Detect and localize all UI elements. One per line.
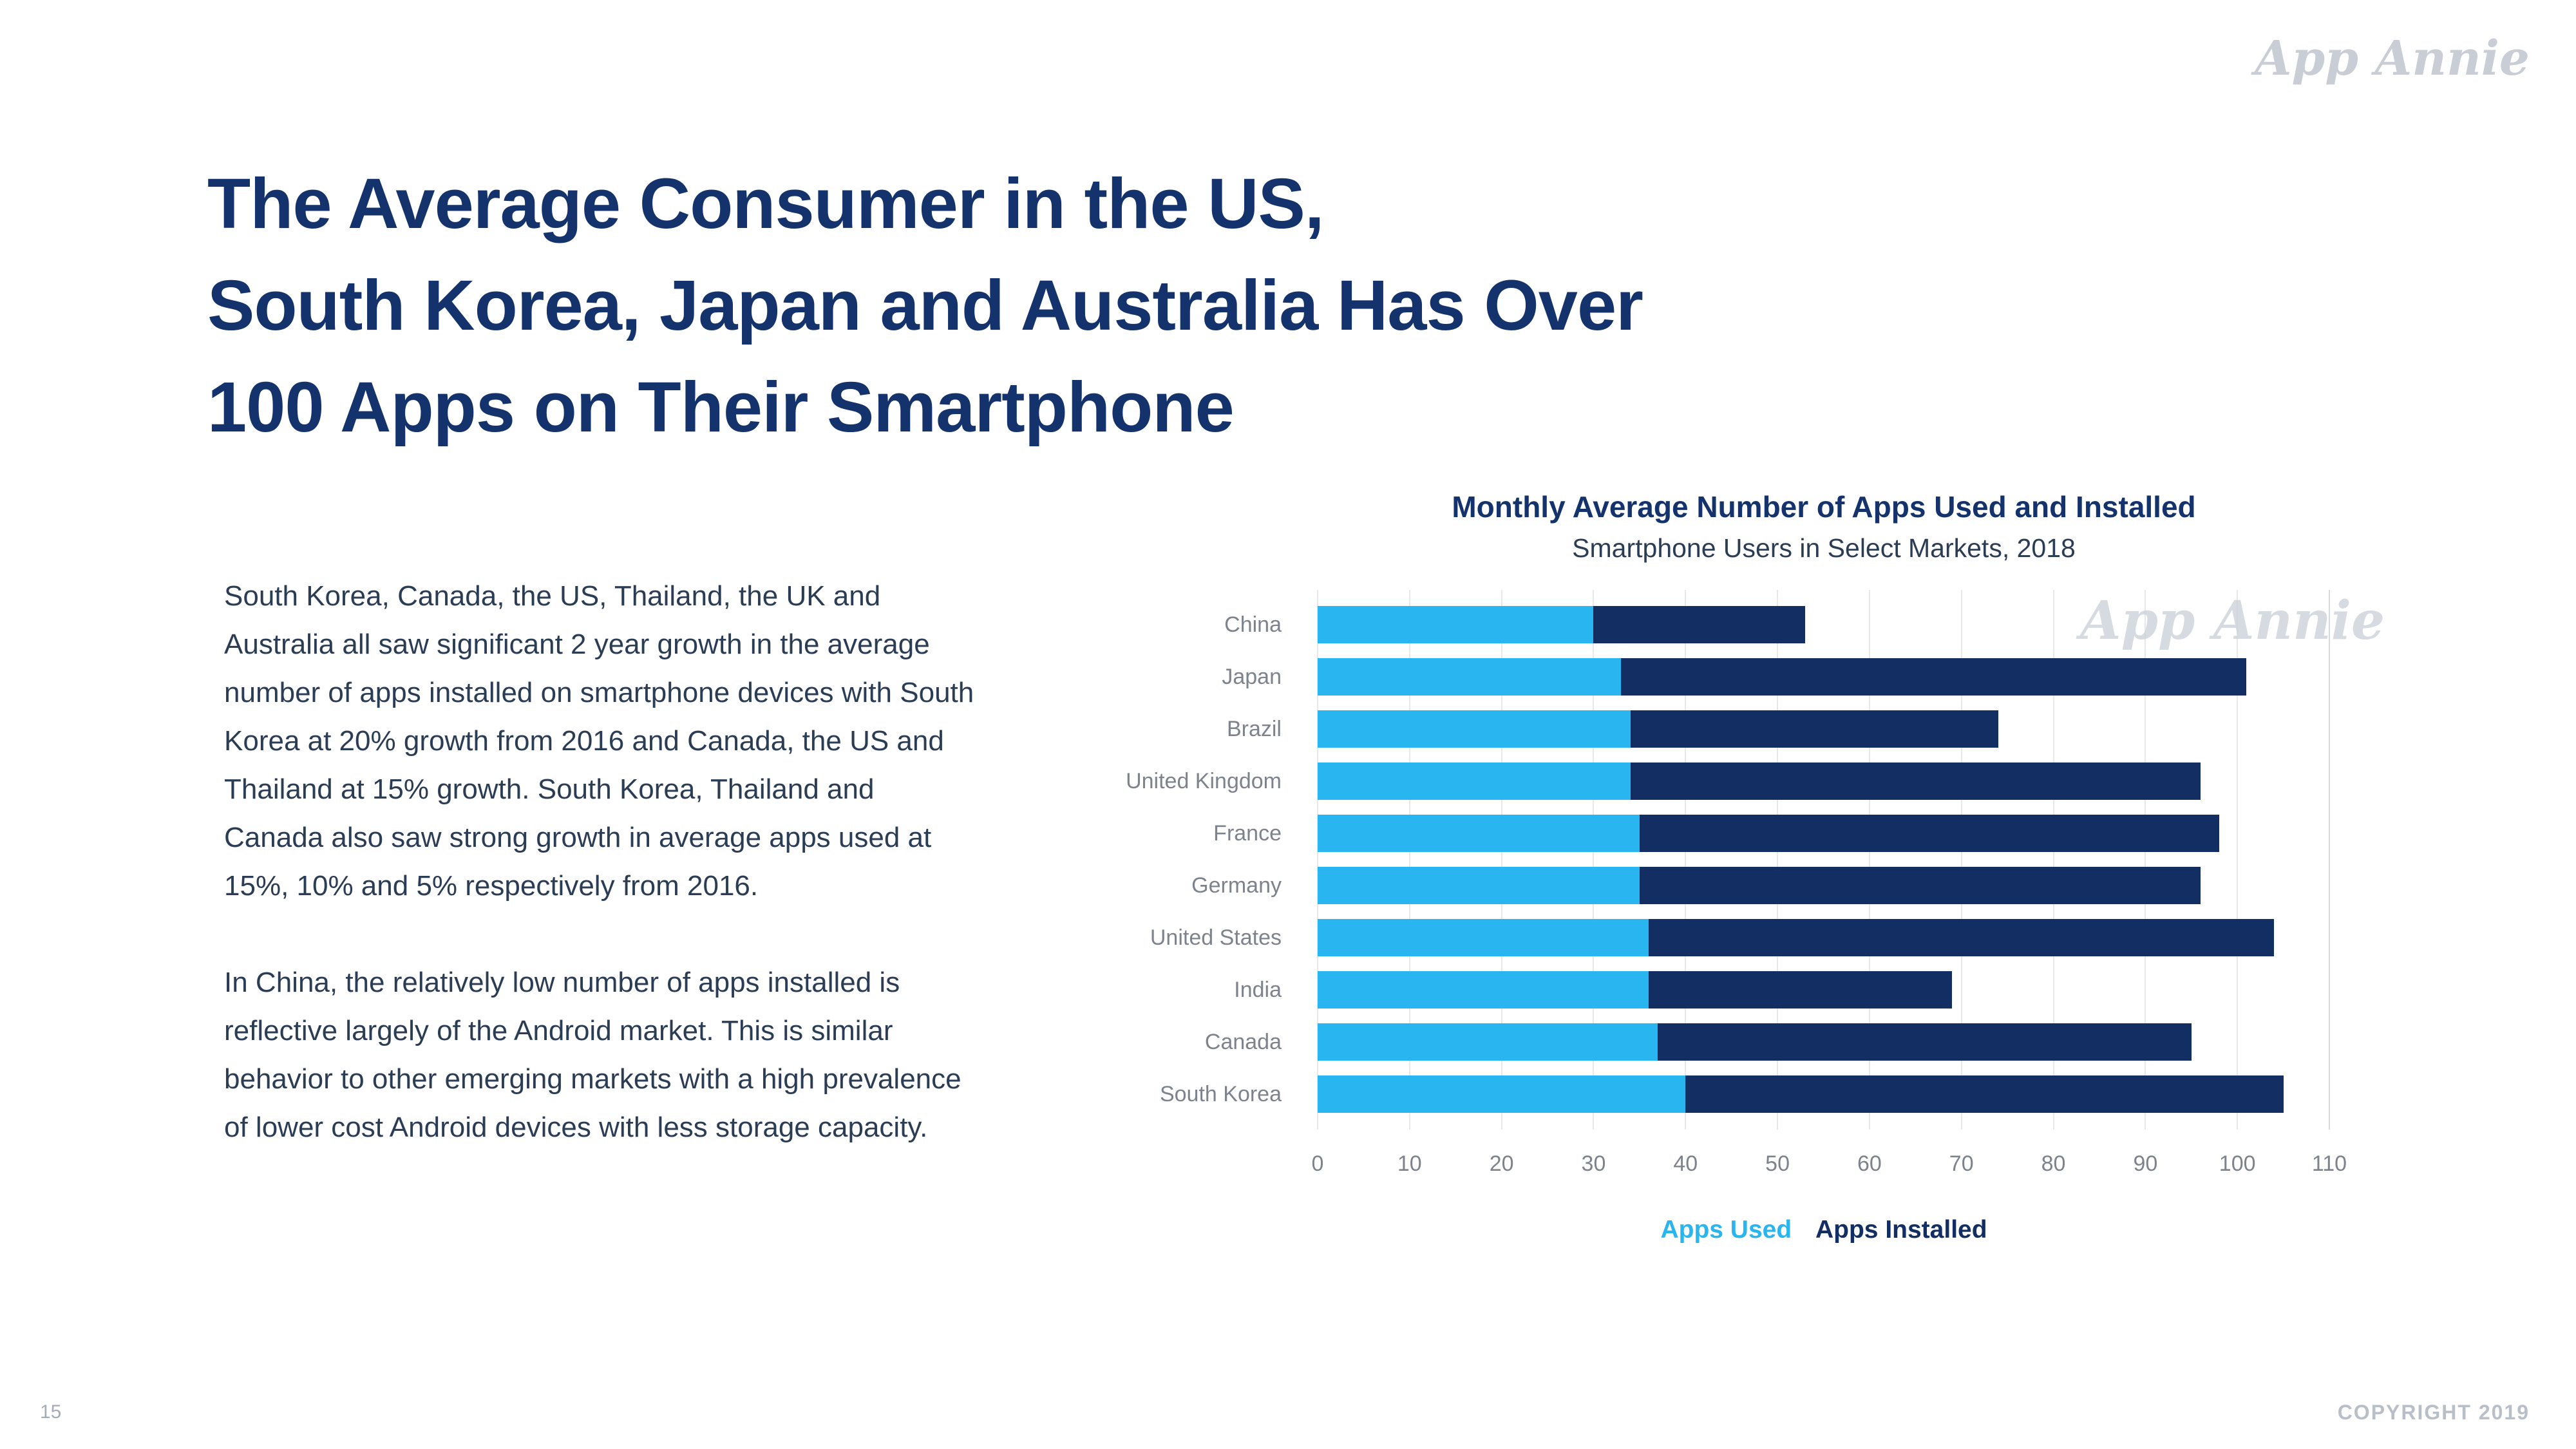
x-tick-label: 50 [1765, 1151, 1790, 1176]
chart-legend: Apps Used Apps Installed [1373, 1216, 2275, 1244]
bar-apps-used [1318, 710, 1631, 748]
bar-apps-used [1318, 658, 1622, 696]
page-title-line-2: South Korea, Japan and Australia Has Ove… [207, 266, 1643, 345]
x-tick-label: 60 [1857, 1151, 1882, 1176]
category-label: India [1234, 978, 1282, 1002]
x-tick-label: 70 [1949, 1151, 1974, 1176]
x-tick-label: 0 [1311, 1151, 1324, 1176]
bar-apps-used [1318, 606, 1594, 643]
body-paragraph-2: In China, the relatively low number of a… [224, 967, 961, 1143]
copyright-text: COPYRIGHT 2019 [2337, 1401, 2530, 1424]
bar-apps-used [1318, 1075, 1686, 1113]
category-label: South Korea [1159, 1082, 1282, 1106]
x-tick-label: 80 [2041, 1151, 2066, 1176]
plot-area [1317, 590, 2330, 1130]
x-tick-label: 100 [2219, 1151, 2256, 1176]
legend-item-apps-used: Apps Used [1660, 1216, 1792, 1244]
category-label: Germany [1191, 873, 1282, 898]
category-label: France [1213, 821, 1282, 846]
bar-apps-used [1318, 867, 1640, 904]
x-tick-label: 30 [1581, 1151, 1606, 1176]
gridline [1317, 590, 1318, 1130]
chart-row [1318, 755, 2329, 808]
chart-row [1318, 912, 2329, 964]
legend-item-apps-installed: Apps Installed [1815, 1216, 1987, 1244]
bar-apps-used [1318, 919, 1649, 956]
x-tick-label: 20 [1489, 1151, 1514, 1176]
category-label: China [1224, 612, 1282, 637]
chart-row [1318, 964, 2329, 1016]
gridline [2237, 590, 2239, 1130]
app-annie-watermark: App Annie [2080, 590, 2385, 652]
app-annie-logo: App Annie [2255, 31, 2530, 86]
chart-row [1318, 808, 2329, 860]
gridline [1868, 590, 1870, 1130]
chart-row [1318, 1016, 2329, 1068]
x-axis: 0 10 20 30 40 50 60 70 80 90 100 110 [1312, 1151, 2347, 1180]
page-title: The Average Consumer in the US, South Ko… [207, 153, 1643, 459]
gridline [1593, 590, 1595, 1130]
chart-row [1318, 1068, 2329, 1121]
body-text: South Korea, Canada, the US, Thailand, t… [224, 572, 974, 1200]
gridline [1501, 590, 1502, 1130]
gridline [2329, 590, 2330, 1130]
category-label: Canada [1204, 1030, 1282, 1054]
gridline [1685, 590, 1687, 1130]
chart-row [1318, 599, 2329, 651]
page-title-line-3: 100 Apps on Their Smartphone [207, 368, 1235, 447]
chart-category-labels: China Japan Brazil United Kingdom France Germ… [927, 599, 1282, 1121]
gridline [2145, 590, 2146, 1130]
chart-subtitle: Smartphone Users in Select Markets, 2018 [1572, 533, 2076, 563]
page-number: 15 [40, 1401, 62, 1423]
x-tick-label: 40 [1673, 1151, 1698, 1176]
gridline [1777, 590, 1779, 1130]
bar-apps-used [1318, 1023, 1658, 1061]
bar-apps-used [1318, 971, 1649, 1009]
category-label: United States [1150, 925, 1282, 950]
x-tick-label: 10 [1397, 1151, 1422, 1176]
chart-row [1318, 860, 2329, 912]
x-tick-label: 110 [2311, 1151, 2347, 1176]
chart-title: Monthly Average Number of Apps Used and … [1452, 490, 2196, 524]
gridline [2052, 590, 2054, 1130]
category-label: Brazil [1226, 717, 1282, 741]
chart-row [1318, 703, 2329, 755]
x-tick-label: 90 [2133, 1151, 2158, 1176]
gridline [1960, 590, 1962, 1130]
chart-row [1318, 651, 2329, 703]
body-paragraph-1: South Korea, Canada, the US, Thailand, t… [224, 580, 974, 902]
gridline [1408, 590, 1410, 1130]
page-title-line-1: The Average Consumer in the US, [207, 164, 1324, 243]
category-label: Japan [1222, 665, 1282, 689]
bar-apps-used [1318, 762, 1631, 800]
bar-apps-used [1318, 815, 1640, 852]
category-label: United Kingdom [1126, 769, 1282, 793]
